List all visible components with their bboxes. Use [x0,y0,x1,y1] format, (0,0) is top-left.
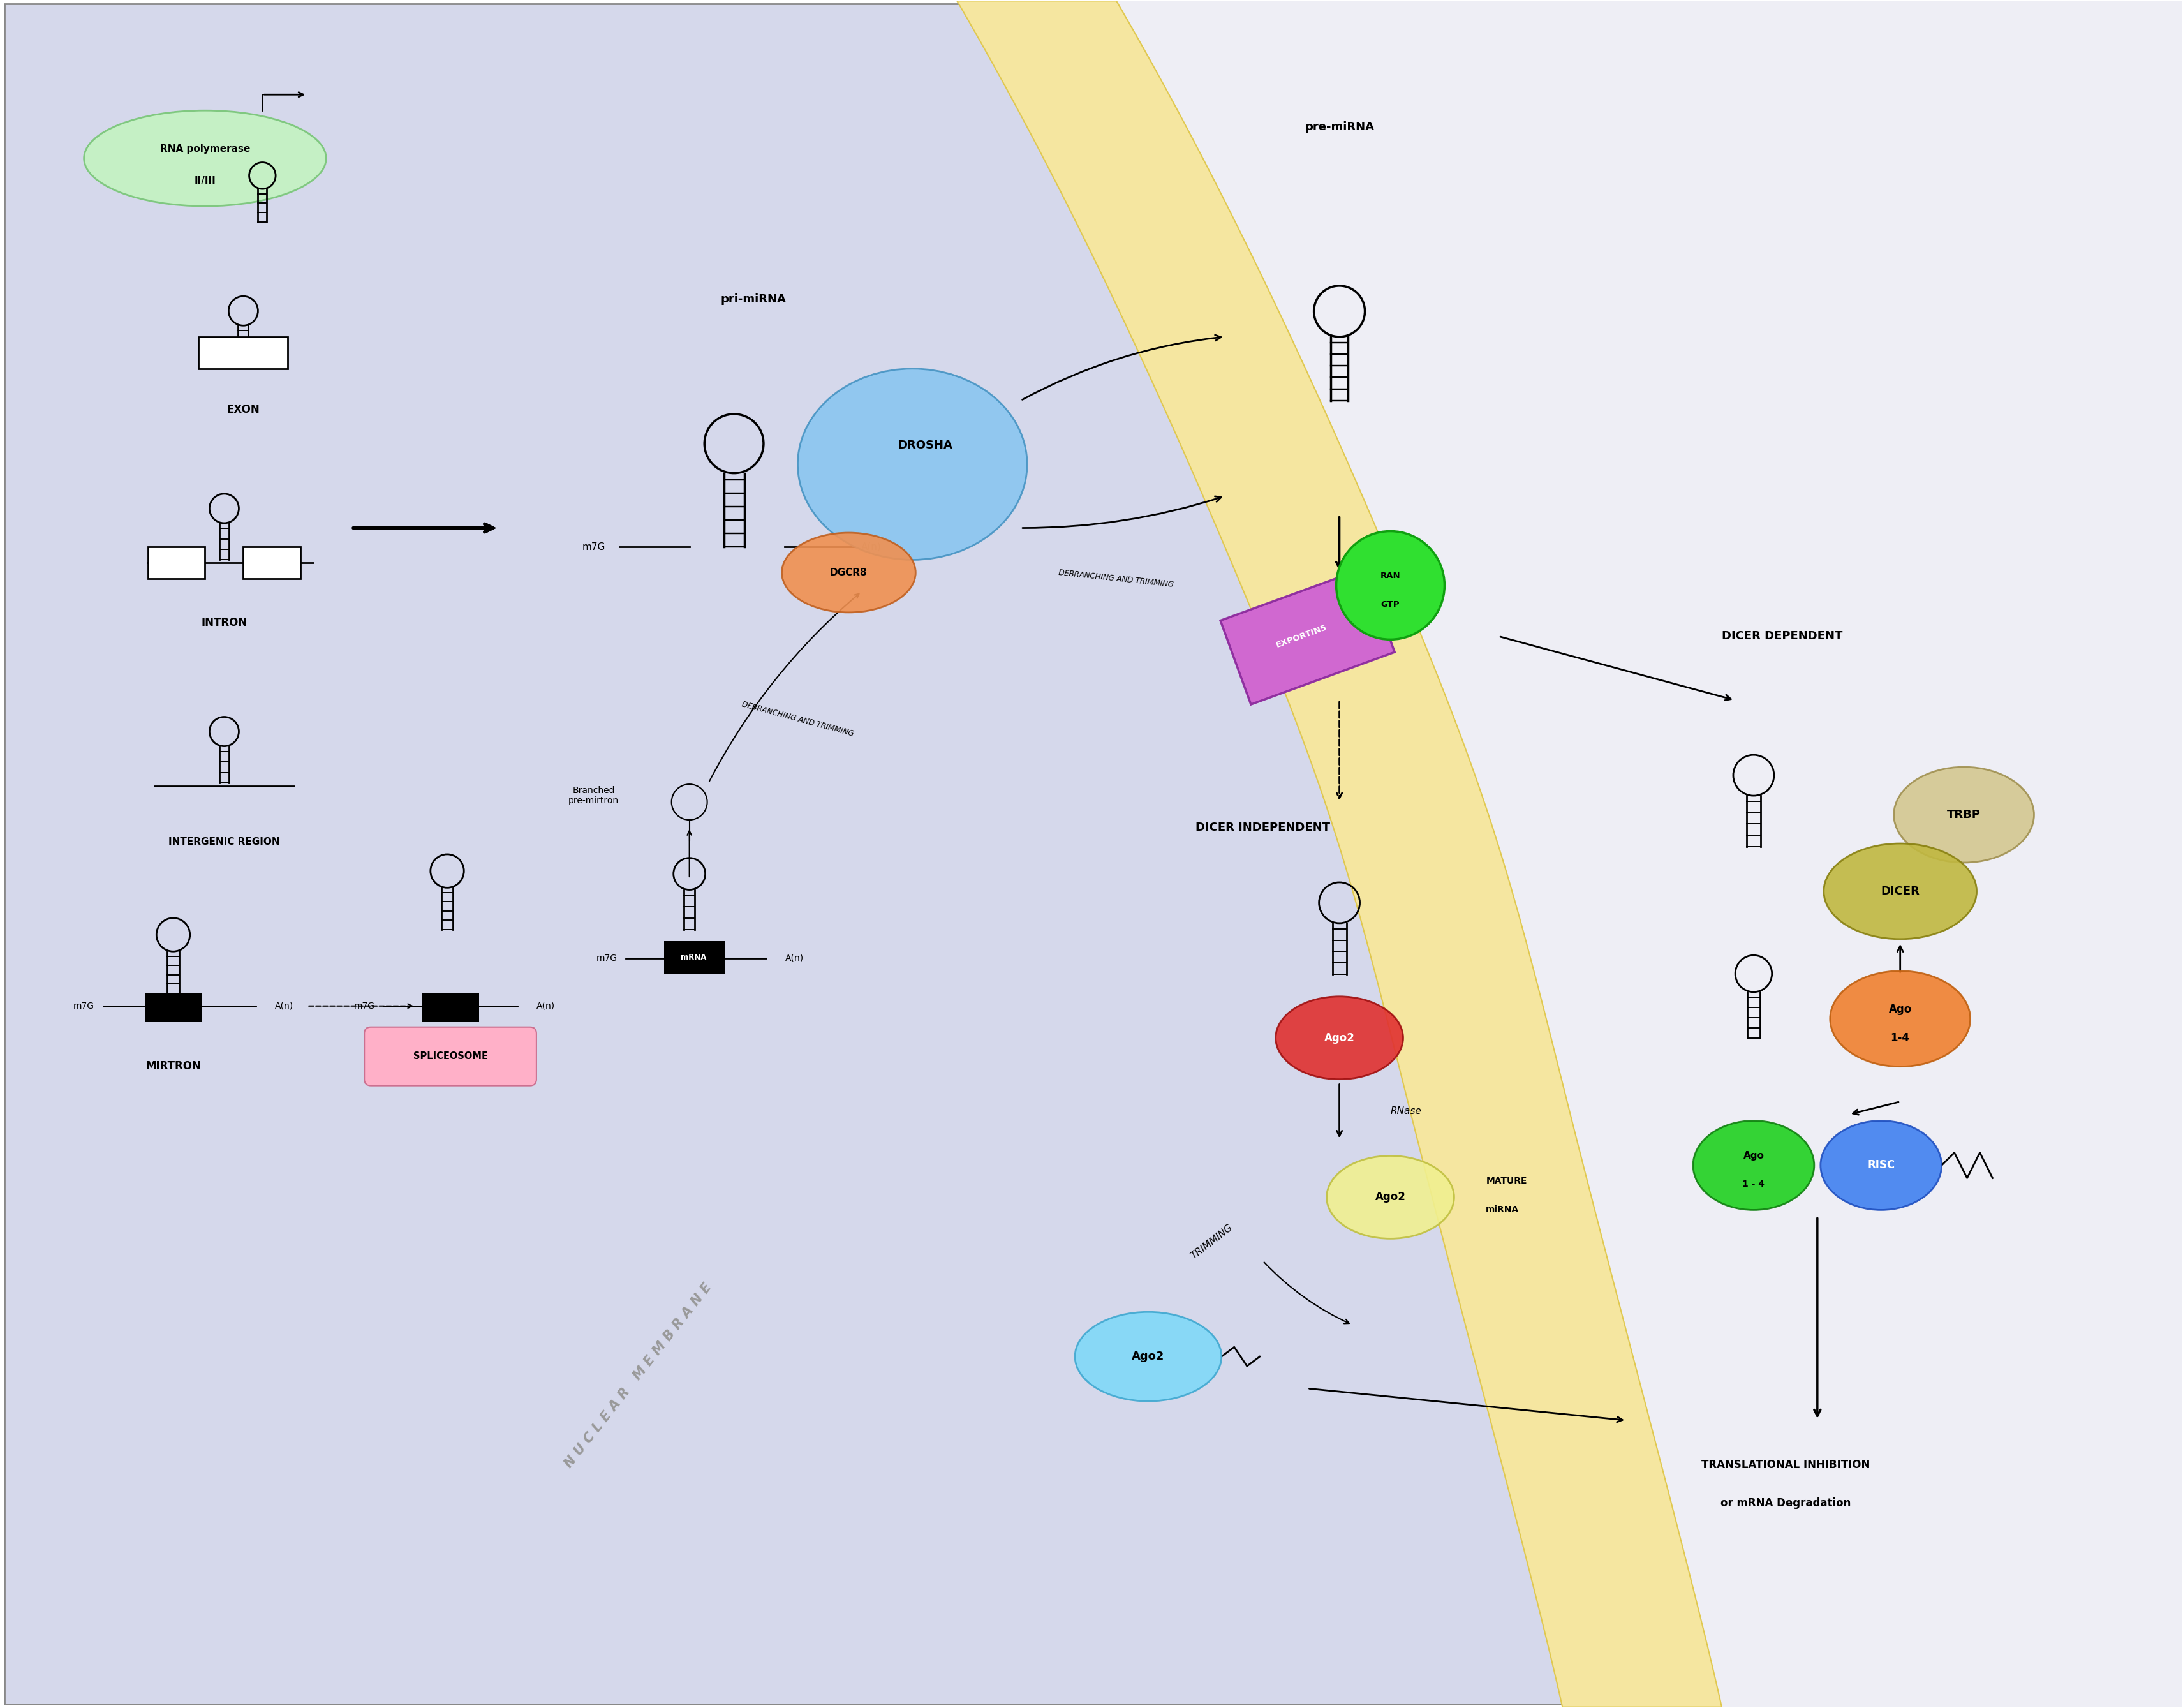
Text: RAN: RAN [1380,572,1401,581]
Text: DEBRANCHING AND TRIMMING: DEBRANCHING AND TRIMMING [1059,569,1174,589]
Text: TRBP: TRBP [1947,810,1980,820]
Text: miRNA: miRNA [1487,1206,1519,1214]
Text: Ago2: Ago2 [1131,1351,1164,1363]
Text: DICER DEPENDENT: DICER DEPENDENT [1722,630,1842,642]
Text: A(n): A(n) [537,1001,554,1011]
Text: INTERGENIC REGION: INTERGENIC REGION [168,837,279,847]
Text: pre-miRNA: pre-miRNA [1305,121,1373,133]
Text: A(n): A(n) [862,543,882,552]
Text: RNase: RNase [1391,1107,1421,1115]
Ellipse shape [782,533,915,613]
Bar [148,547,205,579]
Ellipse shape [1275,996,1404,1079]
Text: m7G: m7G [74,1001,94,1011]
Ellipse shape [797,369,1028,560]
Text: A(n): A(n) [275,1001,295,1011]
FancyBboxPatch shape [365,1027,537,1086]
Text: 1 - 4: 1 - 4 [1742,1180,1764,1189]
Text: A(n): A(n) [786,953,803,963]
Text: DICER INDEPENDENT: DICER INDEPENDENT [1196,822,1329,834]
Polygon shape [1220,569,1395,704]
Text: MIRTRON: MIRTRON [146,1061,201,1071]
Text: RISC: RISC [1866,1160,1895,1172]
Text: Ago: Ago [1744,1151,1764,1160]
Circle shape [1336,531,1445,639]
Text: EXON: EXON [227,403,260,415]
Bar [664,941,725,974]
Bar [242,547,301,579]
Ellipse shape [1895,767,2035,863]
Text: EXPORTIN5: EXPORTIN5 [1275,623,1327,649]
Text: pri-miRNA: pri-miRNA [720,294,786,306]
Text: 1-4: 1-4 [1890,1032,1910,1044]
Ellipse shape [1327,1156,1454,1238]
Bar [199,336,288,369]
Bar [172,994,201,1021]
Text: Branched
pre-mirtron: Branched pre-mirtron [568,786,620,804]
Text: m7G: m7G [354,1001,375,1011]
Text: RNA polymerase: RNA polymerase [159,143,251,154]
Bar [144,994,172,1021]
Polygon shape [1116,2,2181,1706]
Text: Ago: Ago [1888,1004,1912,1015]
Text: mRNA: mRNA [681,953,707,962]
Text: Ago2: Ago2 [1325,1032,1356,1044]
Text: DEBRANCHING AND TRIMMING: DEBRANCHING AND TRIMMING [740,700,856,738]
Ellipse shape [1074,1312,1222,1401]
Text: SPLICEOSOME: SPLICEOSOME [413,1052,487,1061]
Bar [421,994,450,1021]
Text: TRANSLATIONAL INHIBITION: TRANSLATIONAL INHIBITION [1701,1459,1871,1471]
Text: MATURE: MATURE [1487,1177,1528,1185]
Text: DGCR8: DGCR8 [830,567,867,577]
Ellipse shape [1829,970,1971,1066]
Text: DROSHA: DROSHA [897,439,952,451]
Bar [450,994,478,1021]
Text: DICER: DICER [1882,885,1919,897]
Ellipse shape [1694,1120,1814,1209]
Text: INTRON: INTRON [201,617,247,629]
Text: m7G: m7G [596,953,618,963]
Ellipse shape [83,111,325,207]
Text: II/III: II/III [194,176,216,186]
Text: N U C L E A R   M E M B R A N E: N U C L E A R M E M B R A N E [563,1281,714,1471]
Ellipse shape [1821,1120,1941,1209]
Text: TRIMMING: TRIMMING [1190,1223,1236,1261]
Text: Ago2: Ago2 [1375,1192,1406,1202]
Text: or mRNA Degradation: or mRNA Degradation [1720,1498,1851,1508]
Text: m7G: m7G [583,543,605,552]
Polygon shape [956,2,1722,1706]
Ellipse shape [1823,844,1976,939]
Text: GTP: GTP [1382,600,1399,608]
